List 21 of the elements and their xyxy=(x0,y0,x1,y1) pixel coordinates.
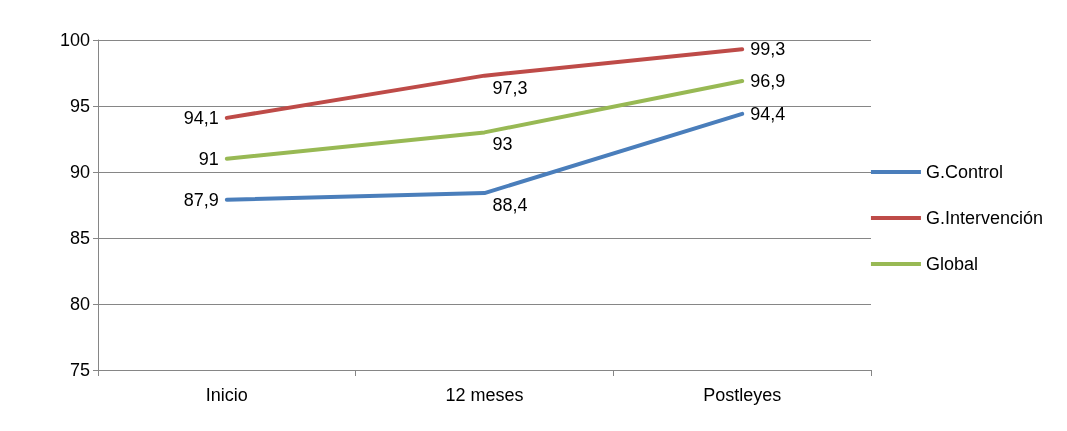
data-label: 94,4 xyxy=(750,103,786,124)
y-tick-label: 95 xyxy=(69,96,90,116)
data-label: 96,9 xyxy=(750,70,786,91)
x-tick-label: 12 meses xyxy=(445,385,524,405)
data-label: 91 xyxy=(198,148,219,169)
x-tick-label: Postleyes xyxy=(703,385,782,405)
data-label: 93 xyxy=(492,134,513,155)
data-label: 99,3 xyxy=(750,39,786,60)
y-tick-label: 75 xyxy=(69,360,90,380)
legend-label: Global xyxy=(925,254,978,274)
data-label: 87,9 xyxy=(183,189,219,210)
x-tick-label: Inicio xyxy=(205,385,248,405)
data-label: 97,3 xyxy=(492,77,528,98)
data-label: 88,4 xyxy=(492,195,528,216)
y-tick-label: 90 xyxy=(69,162,90,182)
legend-label: G.Control xyxy=(925,162,1003,182)
y-tick-label: 85 xyxy=(69,228,90,248)
legend-label: G.Intervención xyxy=(925,208,1043,228)
y-tick-label: 80 xyxy=(69,294,90,314)
y-tick-label: 100 xyxy=(59,30,90,50)
data-label: 94,1 xyxy=(183,107,219,128)
